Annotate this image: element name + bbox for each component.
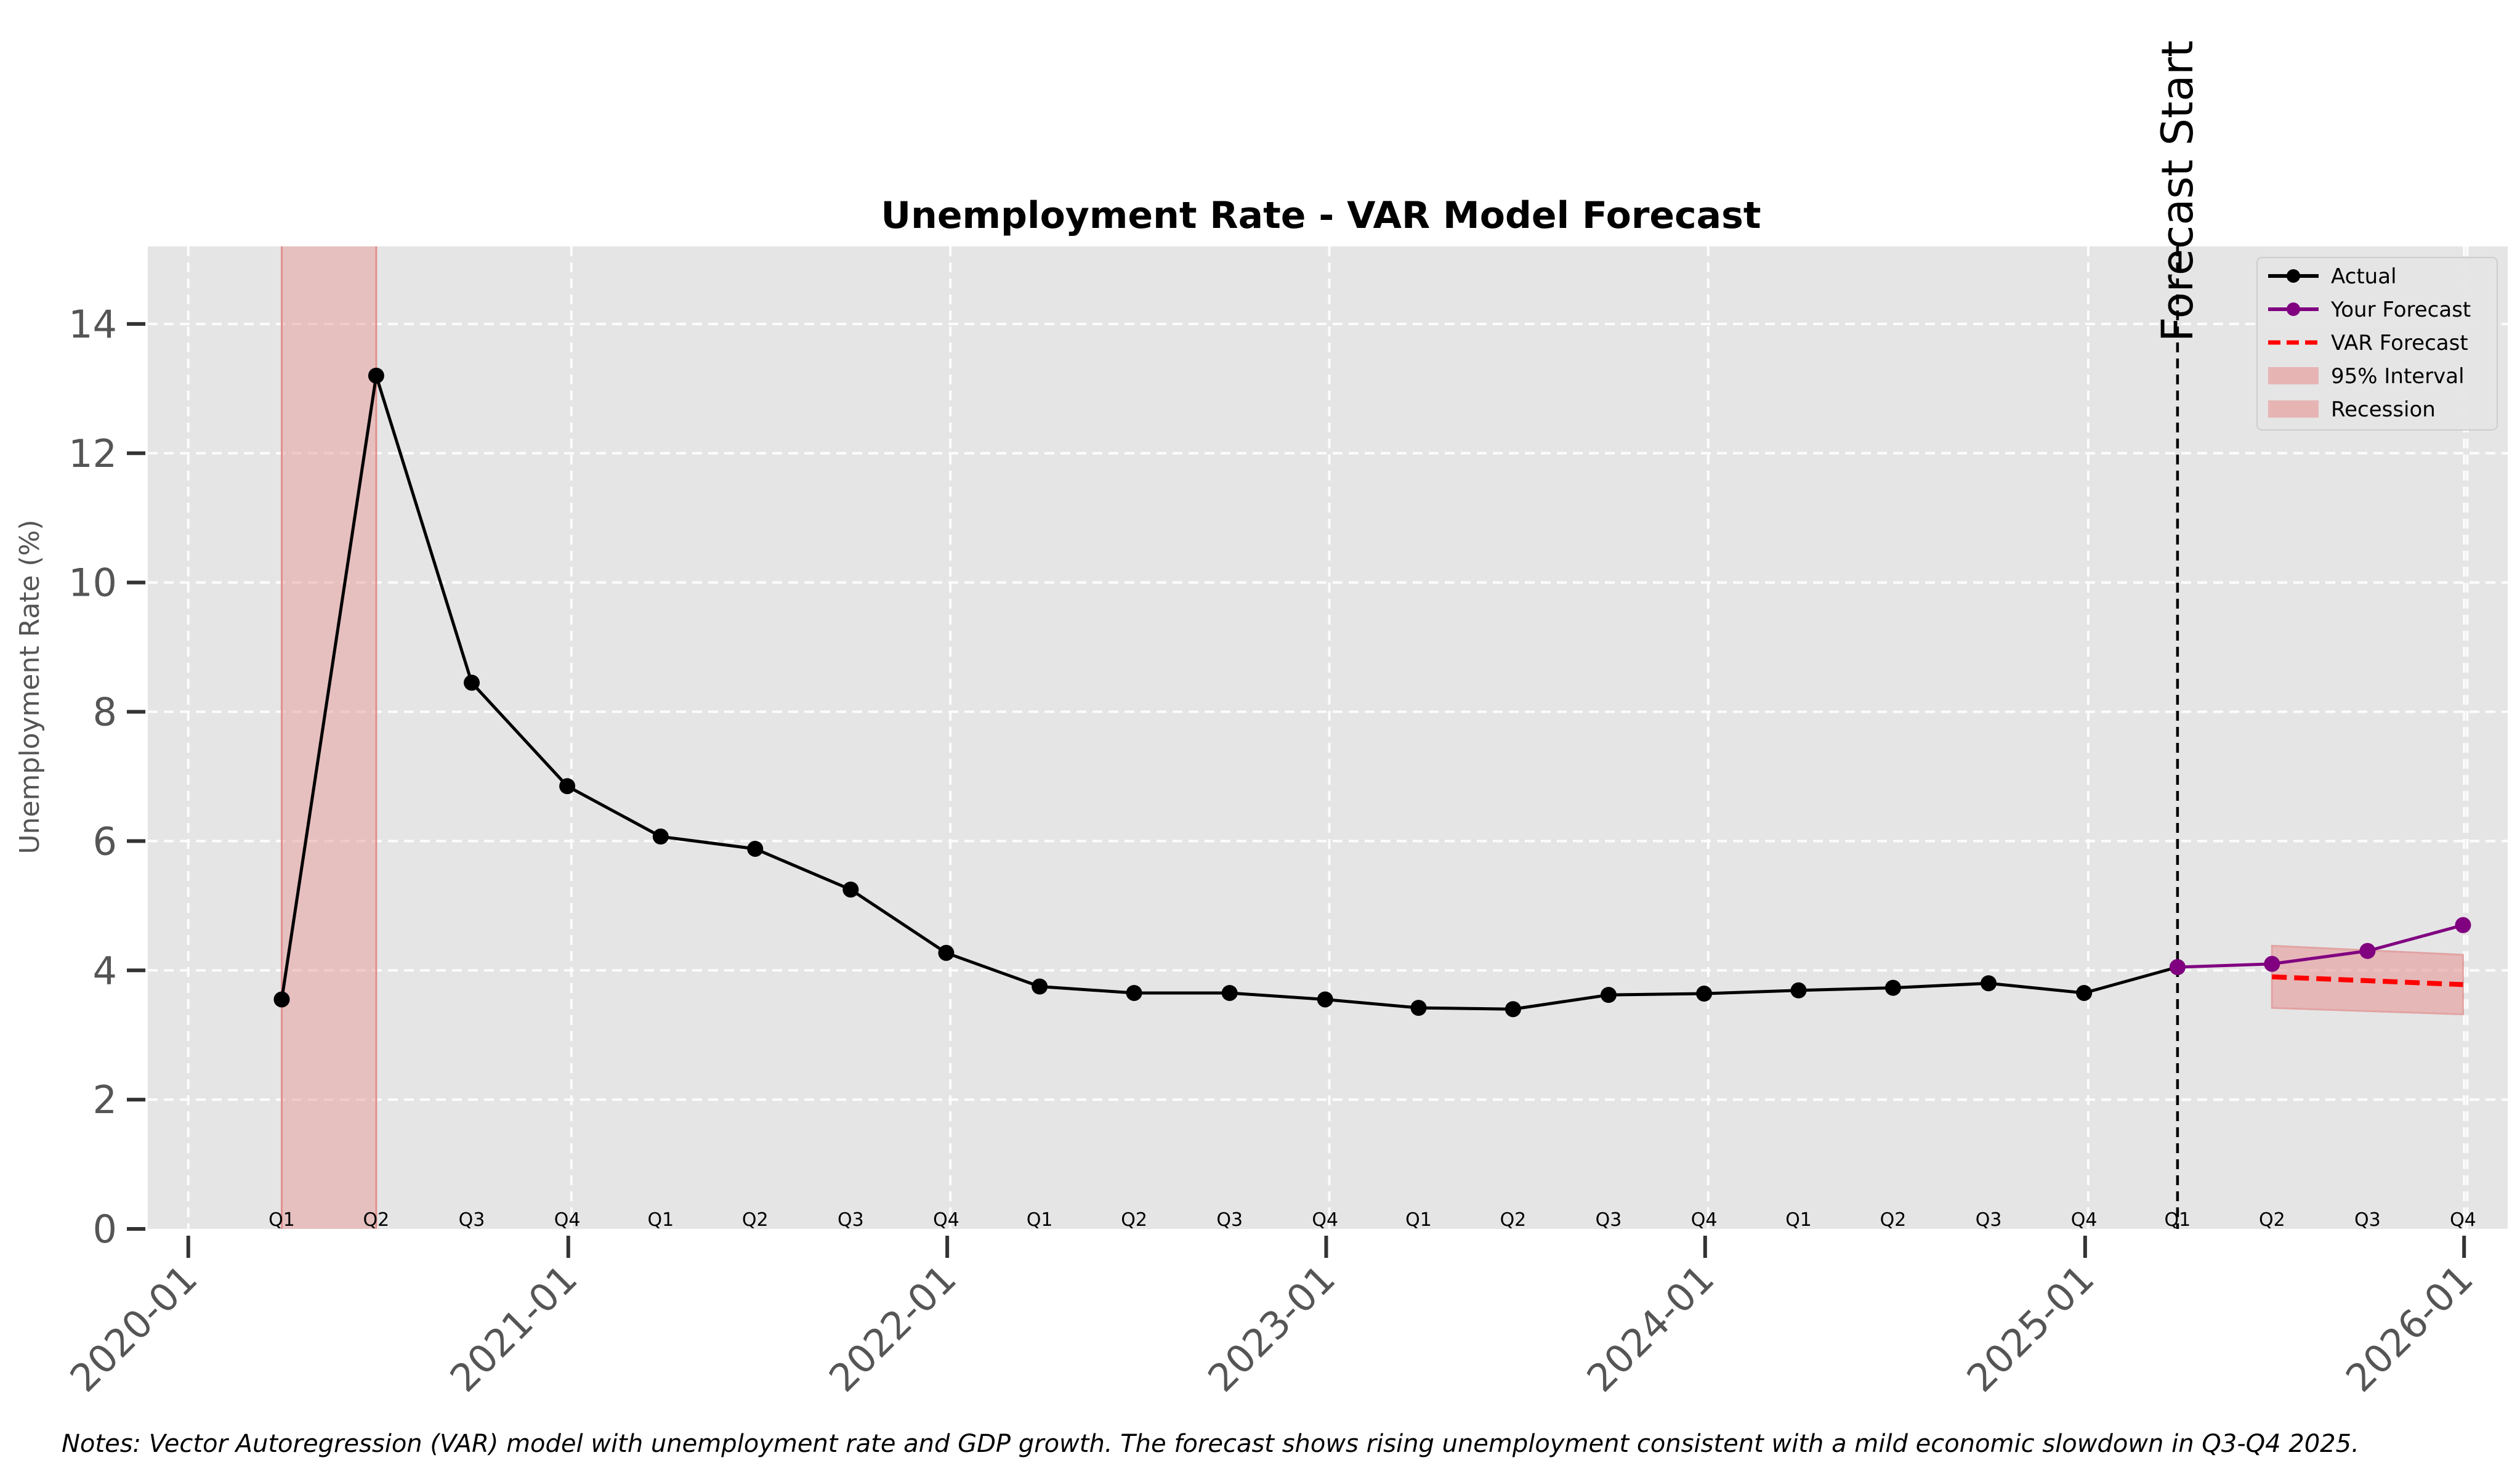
quarter-label: Q1	[2165, 1209, 2191, 1231]
y-tick-label: 14	[68, 302, 117, 347]
quarter-label: Q4	[1312, 1209, 1338, 1231]
series-line-var-forecast	[2272, 974, 2463, 987]
legend-label: Recession	[2331, 397, 2436, 422]
y-axis: 0 2 4 6 8 10 12 14	[68, 302, 145, 1252]
quarter-label: Q2	[742, 1209, 769, 1231]
quarter-label: Q3	[1216, 1209, 1243, 1231]
data-point	[368, 367, 384, 384]
quarter-label: Q2	[1500, 1209, 1527, 1231]
quarter-label: Q2	[363, 1209, 390, 1231]
notes-text: Notes: Vector Autoregression (VAR) model…	[62, 1430, 2359, 1458]
x-tick-label: 2022-01	[820, 1256, 965, 1401]
series-layer	[273, 367, 2471, 1018]
quarter-label: Q1	[269, 1209, 295, 1231]
quarter-label: Q4	[2071, 1209, 2098, 1231]
legend-label: Your Forecast	[2330, 298, 2471, 322]
x-tick-label: 2024-01	[1578, 1256, 1723, 1401]
quarter-label: Q2	[2259, 1209, 2285, 1231]
data-point	[652, 829, 669, 845]
data-point	[842, 881, 859, 898]
quarter-label: Q1	[1027, 1209, 1053, 1231]
quarter-label: Q4	[1691, 1209, 1718, 1231]
y-tick-label: 12	[68, 431, 117, 476]
series-line-your-forecast	[2177, 923, 2464, 969]
data-point	[2359, 942, 2376, 959]
data-point	[1884, 979, 1901, 996]
legend-label: Actual	[2331, 264, 2397, 289]
quarter-label: Q4	[554, 1209, 581, 1231]
data-point	[938, 944, 955, 961]
quarter-label: Q3	[1596, 1209, 1622, 1231]
y-tick-label: 8	[93, 690, 117, 735]
data-point	[2169, 959, 2186, 976]
data-point	[1410, 1000, 1427, 1016]
data-point	[1696, 986, 1713, 1002]
data-point	[1221, 984, 1238, 1001]
data-point	[1790, 982, 1807, 999]
quarter-label: Q2	[1121, 1209, 1147, 1231]
quarter-labels: Q1 Q2 Q3 Q4 Q1 Q2 Q3 Q4 Q1 Q2 Q3 Q4 Q1 Q2 Q3 Q4 Q1 Q2 Q3 Q4…	[269, 1209, 2476, 1231]
legend-label: 95% Interval	[2331, 364, 2465, 389]
recession-band	[281, 246, 376, 1229]
y-axis-label: Unemployment Rate (%)	[14, 519, 46, 854]
forecast-start-label: Forecast Start	[2152, 41, 2203, 342]
y-tick-label: 4	[93, 948, 117, 993]
quarter-label: Q4	[2450, 1209, 2476, 1231]
data-point	[1601, 987, 1617, 1003]
data-point	[1032, 978, 1048, 995]
quarter-label: Q2	[1880, 1209, 1907, 1231]
data-point	[559, 778, 576, 795]
plot-area	[148, 246, 2508, 1229]
quarter-label: Q1	[1785, 1209, 1812, 1231]
data-point	[273, 991, 290, 1008]
y-tick-label: 10	[68, 561, 117, 606]
legend-marker	[2287, 269, 2300, 283]
y-tick-label: 0	[93, 1207, 117, 1252]
y-tick-label: 6	[93, 819, 117, 864]
chart-title: Unemployment Rate - VAR Model Forecast	[881, 194, 1761, 237]
data-point	[1981, 975, 1997, 992]
data-point	[1504, 1001, 1521, 1018]
data-point	[463, 675, 480, 691]
x-tick-label: 2020-01	[62, 1256, 206, 1401]
x-tick-label: 2025-01	[1958, 1256, 2103, 1401]
data-point	[2076, 984, 2093, 1001]
legend-patch	[2268, 400, 2319, 418]
x-tick-label: 2026-01	[2337, 1256, 2482, 1401]
quarter-label: Q3	[459, 1209, 485, 1231]
quarter-label: Q1	[1405, 1209, 1432, 1231]
legend: Actual Your Forecast VAR Forecast 95% Inter…	[2256, 257, 2498, 431]
data-point	[1126, 984, 1142, 1001]
data-point	[1317, 991, 1333, 1008]
x-tick-label: 2023-01	[1199, 1256, 1344, 1401]
x-axis: 2020-01 2021-01 2022-01 2023-01 2024-01 2025-…	[62, 1236, 2482, 1401]
quarter-label: Q3	[838, 1209, 864, 1231]
x-tick-label: 2021-01	[442, 1256, 586, 1401]
legend-patch	[2268, 367, 2319, 384]
legend-label: VAR Forecast	[2331, 331, 2468, 355]
data-point	[2455, 917, 2471, 933]
grid	[148, 246, 2508, 1229]
y-tick-label: 2	[93, 1077, 117, 1122]
quarter-label: Q4	[933, 1209, 959, 1231]
data-point	[2264, 955, 2280, 972]
legend-box	[2256, 257, 2498, 431]
legend-marker	[2287, 302, 2300, 316]
data-point	[747, 840, 764, 857]
quarter-label: Q3	[1976, 1209, 2002, 1231]
quarter-label: Q3	[2354, 1209, 2381, 1231]
quarter-label: Q1	[647, 1209, 674, 1231]
